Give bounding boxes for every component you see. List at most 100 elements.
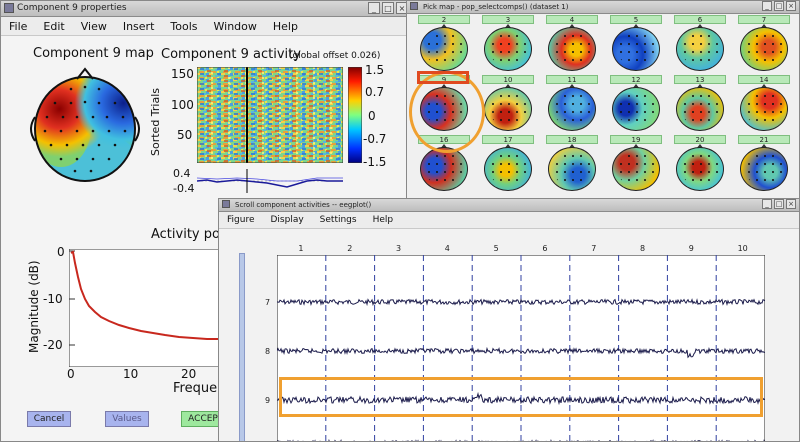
component-number-button[interactable]: 12 [610, 75, 662, 84]
window-menu-icon[interactable] [4, 3, 14, 13]
menu-window[interactable]: Window [213, 19, 257, 33]
component-map-title: Component 9 map [33, 46, 154, 61]
values-button[interactable]: Values [105, 411, 149, 427]
component-number-button[interactable]: 17 [482, 135, 534, 144]
component-number-button[interactable]: 11 [546, 75, 598, 84]
spectrum-ytick: 0 [57, 245, 65, 259]
component-number-button[interactable]: 7 [738, 15, 790, 24]
scalp-map-icon[interactable] [676, 87, 724, 131]
scalp-map-icon[interactable] [548, 147, 596, 191]
scalp-map-icon[interactable] [612, 87, 660, 131]
component-number-button[interactable]: 5 [610, 15, 662, 24]
component-number-button[interactable]: 21 [738, 135, 790, 144]
component-number-button[interactable]: 3 [482, 15, 534, 24]
nose-icon [760, 144, 768, 149]
scalp-map-icon[interactable] [484, 27, 532, 71]
component-number-button[interactable]: 13 [674, 75, 726, 84]
eegplot-titlebar[interactable]: Scroll component activities -- eegplot()… [219, 199, 799, 212]
eeg-trace-plot [277, 255, 765, 441]
scalp-map-icon[interactable] [420, 27, 468, 71]
maximize-icon[interactable]: □ [774, 199, 784, 209]
menu-settings[interactable]: Settings [319, 215, 357, 225]
scalp-map-icon[interactable] [740, 147, 788, 191]
close-icon[interactable]: × [396, 2, 408, 14]
menu-display[interactable]: Display [270, 215, 304, 225]
epoch-number: 4 [444, 244, 450, 253]
close-icon[interactable]: × [786, 199, 796, 209]
scalp-map-icon[interactable] [612, 147, 660, 191]
spectrum-xtick: 10 [123, 367, 139, 381]
pick-map-titlebar[interactable]: Pick map - pop_selectcomps() (dataset 1)… [407, 1, 799, 14]
component-activity-title: Component 9 activity [161, 47, 301, 62]
component-thumbnail[interactable]: 3 [479, 15, 537, 75]
menu-help[interactable]: Help [372, 215, 394, 225]
channel-scrollbar[interactable] [239, 253, 245, 441]
component-thumbnail[interactable]: 18 [543, 135, 601, 195]
cancel-button[interactable]: Cancel [27, 411, 71, 427]
component-thumbnail[interactable]: 6 [671, 15, 729, 75]
menu-insert[interactable]: Insert [122, 19, 155, 33]
menu-figure[interactable]: Figure [227, 215, 255, 225]
component-thumbnail[interactable]: 12 [607, 75, 665, 135]
component-thumbnail[interactable]: 11 [543, 75, 601, 135]
spectrum-xlabel: Freque [173, 381, 218, 396]
window-menu-icon[interactable] [222, 200, 230, 208]
component-number-button[interactable]: 18 [546, 135, 598, 144]
nose-icon [440, 24, 448, 29]
maximize-icon[interactable]: □ [774, 1, 784, 11]
window-menu-icon[interactable] [410, 2, 418, 10]
scalp-map-icon[interactable] [676, 27, 724, 71]
electrode-dots [489, 32, 527, 66]
component-thumbnail[interactable]: 13 [671, 75, 729, 135]
component-trace [277, 298, 765, 307]
maximize-icon[interactable]: □ [382, 2, 394, 14]
component-thumbnail[interactable]: 10 [479, 75, 537, 135]
properties-titlebar[interactable]: Component 9 properties _ □ × [1, 1, 411, 17]
component-thumbnail[interactable]: 19 [607, 135, 665, 195]
minimize-icon[interactable]: _ [762, 199, 772, 209]
component-thumbnail[interactable]: 4 [543, 15, 601, 75]
properties-menubar: File Edit View Insert Tools Window Help [1, 17, 411, 36]
electrode-dots [489, 92, 527, 126]
component-number-button[interactable]: 20 [674, 135, 726, 144]
spectrum-title: Activity pow [151, 227, 231, 242]
scalp-map-icon[interactable] [676, 147, 724, 191]
spectrum-xtick: 20 [181, 367, 197, 381]
component-scalp-map [30, 67, 140, 182]
scalp-map-icon[interactable] [612, 27, 660, 71]
colorbar-tick: 1.5 [365, 63, 385, 77]
scalp-map-icon[interactable] [420, 147, 468, 191]
component-number-button[interactable]: 2 [418, 15, 470, 24]
menu-tools[interactable]: Tools [170, 19, 198, 33]
component-number-button[interactable]: 10 [482, 75, 534, 84]
component-thumbnail[interactable]: 21 [735, 135, 793, 195]
menu-edit[interactable]: Edit [43, 19, 65, 33]
electrode-dots [425, 152, 463, 186]
scalp-map-icon[interactable] [484, 87, 532, 131]
minimize-icon[interactable]: _ [762, 1, 772, 11]
menu-file[interactable]: File [9, 19, 28, 33]
close-icon[interactable]: × [786, 1, 796, 11]
trace-label: 9 [265, 396, 271, 405]
menu-help[interactable]: Help [272, 19, 298, 33]
component-thumbnail[interactable]: 2 [415, 15, 473, 75]
component-number-button[interactable]: 4 [546, 15, 598, 24]
component-number-button[interactable]: 19 [610, 135, 662, 144]
trace-label: 8 [265, 347, 271, 356]
menu-view[interactable]: View [80, 19, 107, 33]
scalp-map-icon[interactable] [740, 27, 788, 71]
component-thumbnail[interactable]: 14 [735, 75, 793, 135]
component-thumbnail[interactable]: 5 [607, 15, 665, 75]
minimize-icon[interactable]: _ [368, 2, 380, 14]
component-thumbnail[interactable]: 7 [735, 15, 793, 75]
scalp-map-icon[interactable] [548, 87, 596, 131]
component-number-button[interactable]: 14 [738, 75, 790, 84]
component-number-button[interactable]: 6 [674, 15, 726, 24]
electrode-dots [553, 92, 591, 126]
scalp-map-icon[interactable] [548, 27, 596, 71]
scalp-map-icon[interactable] [740, 87, 788, 131]
component-thumbnail[interactable]: 17 [479, 135, 537, 195]
electrode-dots [681, 152, 719, 186]
component-thumbnail[interactable]: 20 [671, 135, 729, 195]
scalp-map-icon[interactable] [484, 147, 532, 191]
